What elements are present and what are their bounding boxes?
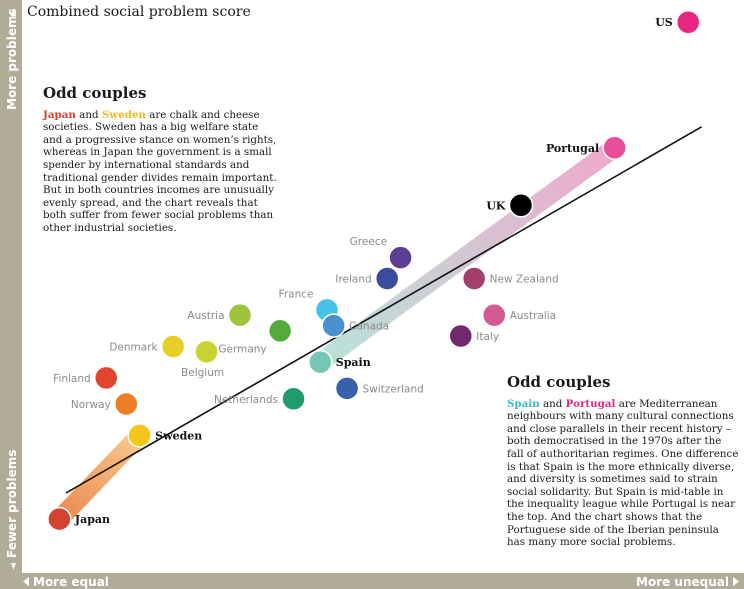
japan-sweden-band: [52, 428, 147, 526]
label-germany: Germany: [218, 343, 266, 355]
point-netherlands: [281, 386, 306, 412]
point-denmark: [160, 334, 186, 359]
note-text: are Mediterranean neighbours with many c…: [507, 397, 739, 549]
y-axis-top-label: More problems: [5, 8, 19, 110]
label-belgium: Belgium: [181, 367, 224, 379]
note-sweden: Sweden: [101, 108, 146, 121]
point-portugal: [602, 135, 627, 160]
x-axis-labels: More equal More unequal: [23, 575, 739, 589]
y-axis-up-arrow-icon: [11, 9, 16, 16]
note-body: Spain and Portugal are Mediterranean nei…: [507, 398, 739, 549]
label-australia: Australia: [510, 310, 556, 322]
trend-line: [65, 126, 703, 494]
note-japan-sweden: Odd couples Japan and Sweden are chalk a…: [43, 84, 278, 235]
point-canada: [321, 313, 346, 338]
note-and: and: [75, 108, 102, 121]
label-canada: Canada: [349, 321, 389, 333]
x-axis-left-label: More equal: [33, 575, 109, 589]
point-belgium: [194, 339, 219, 364]
label-italy: Italy: [476, 331, 499, 343]
label-spain: Spain: [336, 356, 371, 369]
label-denmark: Denmark: [109, 341, 158, 353]
label-norway: Norway: [71, 399, 111, 411]
point-norway: [114, 391, 139, 417]
label-japan: Japan: [74, 513, 110, 526]
spain-portugal-band: [314, 140, 621, 370]
note-heading: Odd couples: [43, 84, 147, 102]
note-text: are chalk and cheese societies. Sweden h…: [43, 108, 277, 234]
label-greece: Greece: [350, 236, 387, 248]
label-netherlands: Netherlands: [214, 394, 278, 406]
point-greece: [388, 245, 413, 270]
label-france: France: [279, 288, 314, 300]
x-axis-right-label: More unequal: [636, 575, 729, 589]
note-spain: Spain: [507, 397, 540, 410]
x-axis-left-arrow-icon: [23, 577, 29, 586]
y-axis-labels: More problems Fewer problems: [5, 8, 19, 570]
note-and: and: [539, 397, 566, 410]
point-australia: [481, 302, 507, 328]
y-axis-bar: [0, 0, 22, 574]
note-japan: Japan: [43, 108, 76, 121]
note-heading: Odd couples: [507, 373, 611, 391]
point-uk: [508, 193, 534, 218]
point-spain: [308, 349, 333, 375]
point-germany: [267, 318, 293, 344]
point-sweden: [127, 423, 152, 448]
label-switzerland: Switzerland: [363, 383, 424, 395]
x-axis-bar: [0, 573, 744, 589]
point-switzerland: [334, 376, 360, 401]
label-new-zealand: New Zealand: [490, 274, 559, 286]
label-portugal: Portugal: [546, 142, 599, 155]
highlight-bands: [52, 140, 621, 526]
data-points: [47, 9, 701, 532]
x-axis-right-arrow-icon: [733, 577, 739, 586]
note-body: Japan and Sweden are chalk and cheese so…: [43, 109, 278, 235]
y-axis-down-arrow-icon: [11, 563, 16, 570]
point-finland: [93, 365, 119, 391]
point-italy: [448, 323, 474, 349]
label-sweden: Sweden: [155, 429, 202, 442]
chart-title: Combined social problem score: [27, 4, 251, 20]
label-us: US: [655, 16, 673, 29]
label-austria: Austria: [187, 310, 224, 322]
point-us: [675, 9, 701, 35]
note-spain-portugal: Odd couples Spain and Portugal are Medit…: [507, 373, 739, 549]
point-austria: [227, 302, 253, 328]
point-japan: [47, 506, 72, 532]
label-finland: Finland: [53, 373, 91, 385]
point-labels: Japan Sweden Norway Finland Denmark Belgium Au…: [53, 16, 673, 526]
label-ireland: Ireland: [335, 274, 371, 286]
y-axis-bottom-label: Fewer problems: [5, 450, 19, 558]
label-uk: UK: [486, 199, 506, 212]
point-new-zealand: [461, 266, 487, 291]
point-ireland: [374, 266, 400, 291]
note-portugal: Portugal: [565, 397, 616, 410]
